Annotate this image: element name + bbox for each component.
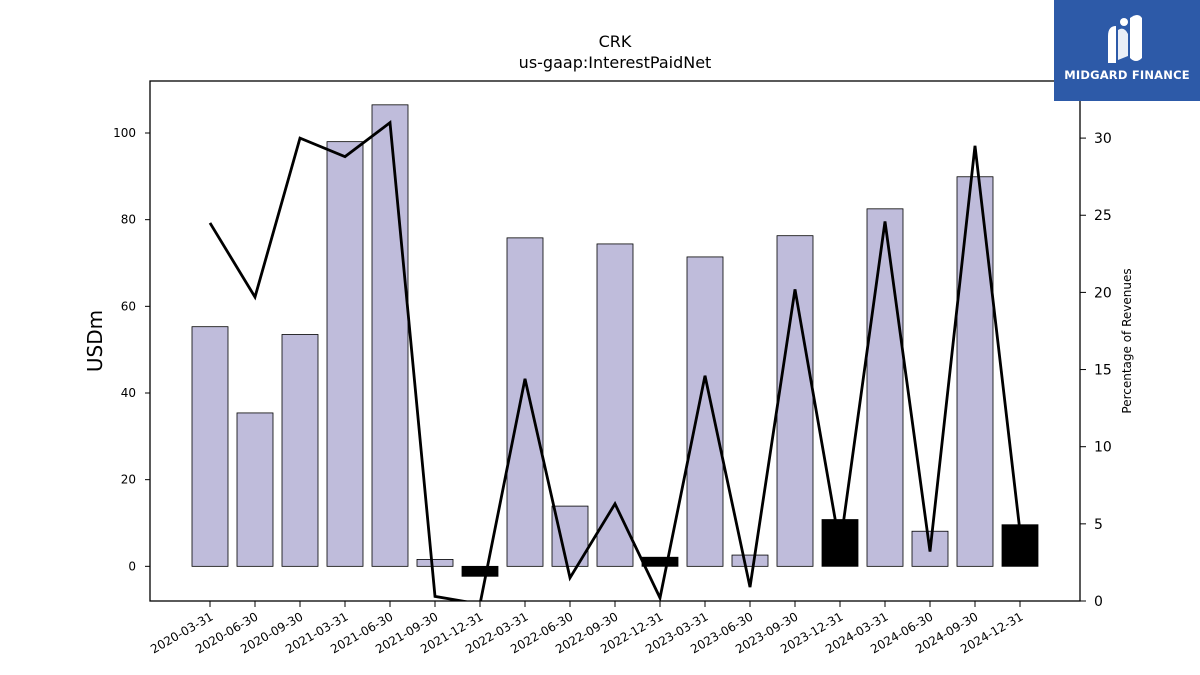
y-tick-label: 80	[121, 213, 136, 227]
bar-2022-12-31	[641, 556, 679, 567]
line-group	[208, 120, 1022, 601]
bar-2023-06-30	[731, 554, 769, 567]
y2-axis-label: Percentage of Revenues	[1120, 268, 1134, 413]
y-axis-label: USDm	[83, 310, 107, 372]
y2-tick-label: 30	[1094, 131, 1112, 147]
y2-tick-label: 25	[1094, 208, 1112, 224]
percentage-line	[208, 120, 1022, 601]
bar-2021-03-31	[326, 141, 364, 567]
y-tick-label: 60	[121, 299, 136, 313]
brand-logo: MIDGARD FINANCE	[1054, 0, 1200, 101]
y-tick-label: 100	[113, 126, 136, 140]
bar-2023-09-30	[776, 235, 814, 567]
midgard-logo-icon	[1108, 15, 1142, 63]
bar-2022-03-31	[506, 237, 544, 567]
chart-title: CRK	[598, 32, 632, 51]
bar-2023-03-31	[686, 256, 724, 567]
bar-2024-09-30	[956, 176, 994, 567]
bar-2021-12-31	[461, 565, 499, 577]
bars-group	[191, 104, 1039, 577]
bar-2020-06-30	[236, 412, 274, 567]
y-tick-label: 20	[121, 473, 136, 487]
bar-2021-06-30	[371, 104, 409, 567]
y2-tick-label: 10	[1094, 440, 1112, 456]
y-tick-label: 0	[128, 559, 136, 573]
logo-text: MIDGARD FINANCE	[1064, 68, 1190, 82]
y2-tick-label: 0	[1094, 594, 1103, 610]
bar-2020-03-31	[191, 326, 229, 567]
bar-2022-09-30	[596, 243, 634, 567]
chart-subtitle: us-gaap:InterestPaidNet	[518, 53, 712, 72]
bar-2024-03-31	[866, 208, 904, 567]
y2-tick-label: 20	[1094, 285, 1112, 301]
y2-tick-label: 15	[1094, 363, 1112, 379]
bar-2020-09-30	[281, 334, 319, 567]
bar-2021-09-30	[416, 559, 454, 567]
y-tick-label: 40	[121, 386, 136, 400]
y2-tick-label: 5	[1094, 517, 1103, 533]
